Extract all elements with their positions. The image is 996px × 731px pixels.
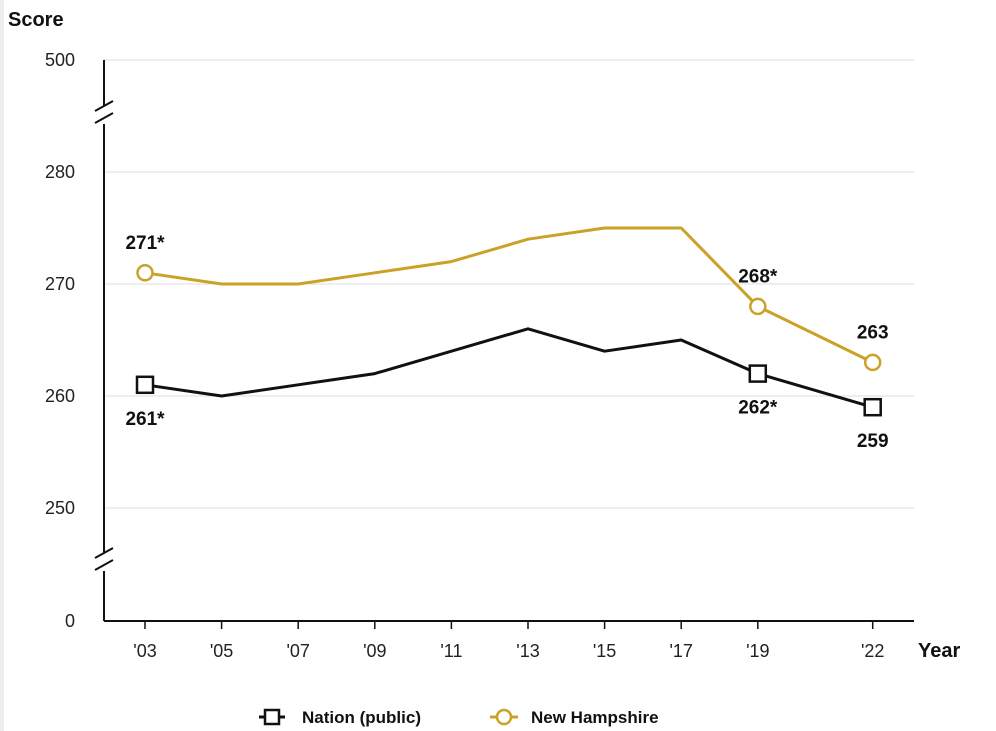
axis-break-mark — [94, 559, 114, 571]
data-point-new-hampshire — [749, 297, 767, 316]
data-label-nation-public: 261* — [125, 409, 165, 430]
left-edge-bar — [0, 0, 4, 731]
axes — [94, 60, 914, 629]
x-tick-label: '05 — [210, 641, 233, 661]
y-tick-label: 260 — [45, 386, 75, 406]
x-tick-label: '22 — [861, 641, 884, 661]
legend-label-nation: Nation (public) — [302, 708, 421, 727]
legend-label-new-hampshire: New Hampshire — [531, 708, 659, 727]
legend-circle-icon — [495, 708, 513, 726]
y-tick-labels: 0 250 260 270 280 500 — [45, 50, 75, 631]
data-point-nation-public — [135, 375, 155, 395]
y-tick-label: 250 — [45, 498, 75, 518]
x-axis-title: Year — [918, 640, 960, 662]
y-tick-label: 500 — [45, 50, 75, 70]
y-tick-label: 280 — [45, 162, 75, 182]
data-point-new-hampshire — [863, 353, 882, 372]
y-axis-title: Score — [8, 9, 64, 31]
legend-item-new-hampshire: New Hampshire — [490, 708, 659, 727]
y-tick-label: 270 — [45, 274, 75, 294]
series-line-nation-public — [144, 327, 874, 409]
x-tick-label: '13 — [516, 641, 539, 661]
x-tick-label: '09 — [363, 641, 386, 661]
data-point-nation-public — [863, 397, 882, 417]
data-labels: 261* 262* 259 271* 268* 263 — [125, 233, 888, 452]
series-line-new-hampshire — [144, 226, 874, 364]
legend-square-icon — [263, 708, 281, 726]
legend-item-nation: Nation (public) — [259, 708, 421, 727]
x-tick-label: '11 — [440, 641, 462, 661]
data-label-new-hampshire: 263 — [857, 322, 889, 343]
x-tick-label: '17 — [669, 641, 692, 661]
axis-break-mark — [94, 112, 114, 124]
data-label-new-hampshire: 268* — [738, 266, 778, 287]
x-tick-labels: '03 '05 '07 '09 '11 '13 '15 '17 '19 '22 — [133, 641, 884, 661]
series-layer — [135, 226, 882, 417]
axis-break-mark — [94, 547, 114, 559]
data-label-nation-public: 262* — [738, 398, 778, 419]
x-tick-label: '19 — [746, 641, 769, 661]
x-tick-label: '15 — [593, 641, 616, 661]
x-tick-label: '03 — [133, 641, 156, 661]
data-label-new-hampshire: 271* — [125, 233, 165, 254]
y-tick-label: 0 — [65, 611, 75, 631]
legend: Nation (public) New Hampshire — [259, 708, 659, 727]
x-tick-label: '07 — [286, 641, 309, 661]
data-point-new-hampshire — [136, 264, 154, 282]
data-label-nation-public: 259 — [857, 431, 889, 452]
data-point-nation-public — [748, 364, 768, 383]
axis-break-mark — [94, 100, 114, 112]
